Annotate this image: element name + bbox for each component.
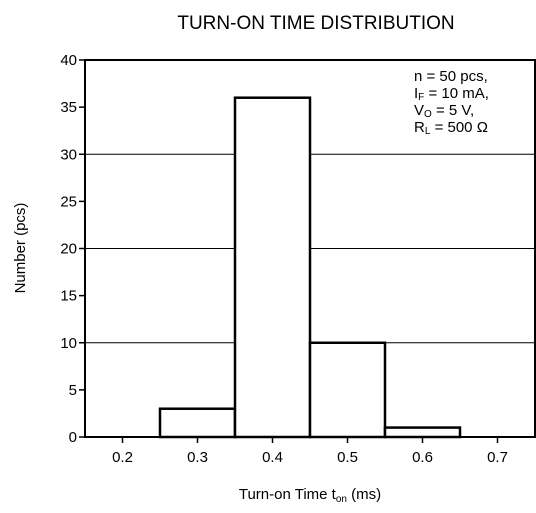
y-tick-label: 40: [60, 52, 77, 69]
y-tick-label: 20: [60, 241, 77, 258]
y-tick-label: 5: [69, 382, 77, 399]
bar-0.6: [383, 426, 462, 439]
bar-0.3: [158, 407, 237, 439]
condition-line: n = 50 pcs,: [414, 68, 488, 85]
chart-title: TURN-ON TIME DISTRIBUTION: [177, 13, 454, 34]
bars: [158, 96, 462, 439]
bar-0.5: [308, 341, 387, 439]
x-axis-label-main: Turn-on Time t: [239, 486, 337, 503]
x-tick-label: 0.6: [412, 449, 433, 466]
bar-0.4: [233, 96, 312, 439]
y-tick-label: 10: [60, 335, 77, 352]
y-axis-ticks: 0 5 10 15 20 25 30 35 40: [60, 52, 85, 446]
y-axis-label: Number (pcs): [12, 203, 29, 294]
y-tick-label: 30: [60, 146, 77, 163]
x-axis-label-subscript: on: [336, 494, 347, 505]
x-axis-label: Turn-on Time ton (ms): [239, 486, 381, 505]
x-tick-label: 0.5: [337, 449, 358, 466]
y-tick-label: 0: [69, 429, 77, 446]
condition-line: VO = 5 V,: [414, 102, 474, 120]
y-tick-label: 35: [60, 99, 77, 116]
x-axis-ticks: 0.2 0.3 0.4 0.5 0.6 0.7: [112, 437, 508, 466]
condition-line: IF = 10 mA,: [414, 85, 489, 103]
x-tick-label: 0.7: [487, 449, 508, 466]
conditions-annotation: n = 50 pcs,IF = 10 mA,VO = 5 V,RL = 500 …: [414, 68, 489, 137]
x-tick-label: 0.4: [262, 449, 283, 466]
y-tick-label: 25: [60, 193, 77, 210]
condition-line: RL = 500 Ω: [414, 119, 488, 137]
x-tick-label: 0.2: [112, 449, 133, 466]
x-axis-label-unit: (ms): [347, 486, 381, 503]
y-tick-label: 15: [60, 288, 77, 305]
x-tick-label: 0.3: [187, 449, 208, 466]
